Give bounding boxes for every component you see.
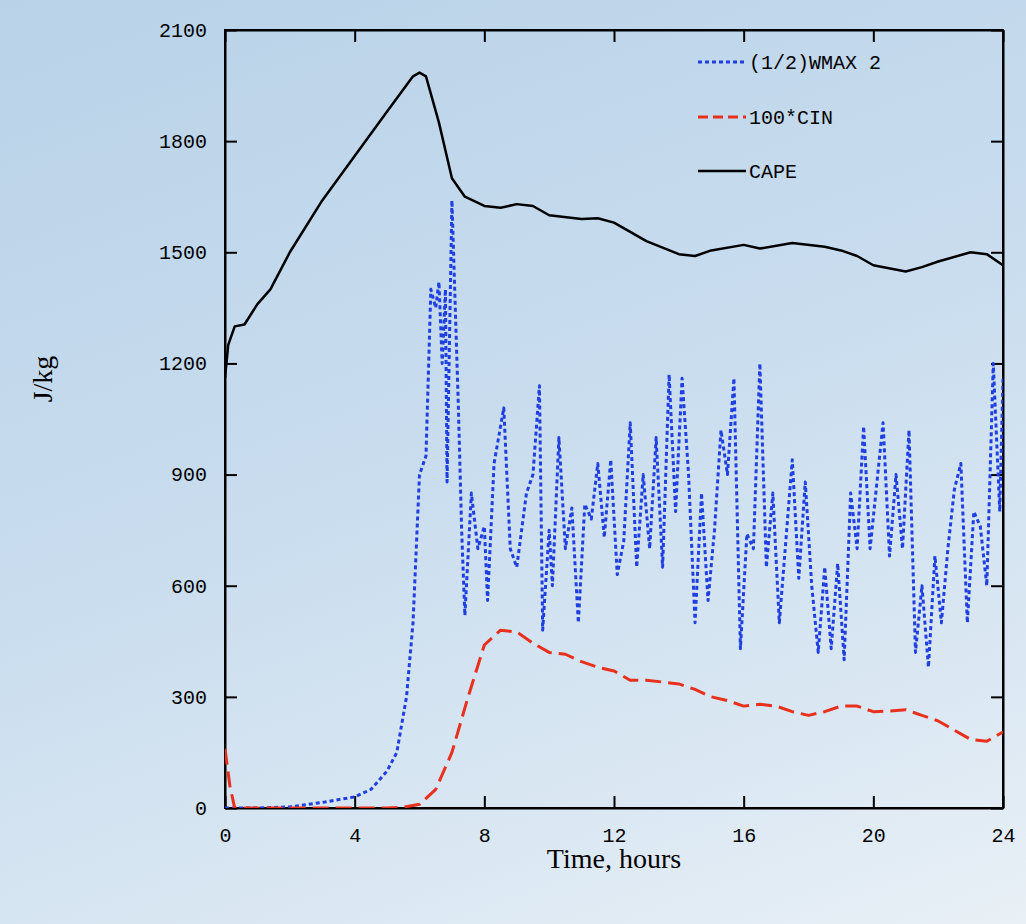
x-top-axis [226, 30, 1004, 42]
plot-frame [225, 30, 1003, 808]
y-tick-label: 1800 [159, 131, 207, 154]
y-tick-label: 1200 [159, 353, 207, 376]
y-tick-mark [225, 696, 237, 698]
legend-label: 100*CIN [749, 107, 833, 130]
y-right-tick [991, 30, 1003, 31]
y-right-axis-line [1003, 31, 1005, 809]
y-axis: 0 300 600 900 1200 1500 1800 2100 [159, 20, 237, 821]
legend-swatch [698, 61, 746, 64]
y-tick-label: 1500 [159, 242, 207, 265]
y-right-tick-mark [991, 252, 1003, 254]
x-top-tick [355, 30, 356, 42]
x-tick-mark [354, 796, 356, 808]
y-tick-mark [225, 141, 237, 143]
legend-label: (1/2)WMAX 2 [749, 52, 881, 75]
x-top-tick-mark [354, 30, 356, 42]
legend-swatch [698, 170, 746, 173]
x-tick-mark [614, 796, 616, 808]
y-tick: 600 [171, 576, 237, 599]
x-top-tick [484, 30, 485, 42]
x-tick-label: 0 [219, 825, 231, 848]
y-tick-mark [225, 474, 237, 476]
x-top-tick-mark [873, 30, 875, 42]
x-tick-label: 24 [991, 825, 1015, 848]
y-tick-label: 300 [171, 687, 207, 710]
x-tick-label: 8 [479, 825, 491, 848]
y-tick: 1500 [159, 242, 237, 265]
x-tick-mark [743, 796, 745, 808]
y-right-tick [991, 252, 1003, 253]
y-tick-label: 900 [171, 464, 207, 487]
y-tick: 1800 [159, 131, 237, 154]
x-top-tick-mark [484, 30, 486, 42]
y-right-tick-mark [991, 30, 1003, 32]
legend-label: CAPE [749, 161, 797, 184]
x-top-tick-mark [743, 30, 745, 42]
x-tick: 20 [862, 796, 886, 848]
y-tick-mark [225, 30, 237, 32]
y-right-tick-mark [991, 141, 1003, 143]
y-tick-label: 2100 [159, 20, 207, 43]
y-tick-label: 0 [195, 798, 207, 821]
x-tick: 8 [479, 796, 491, 848]
y-tick-mark [225, 252, 237, 254]
y-right-tick [991, 697, 1003, 698]
x-tick-mark [873, 796, 875, 808]
y-tick: 0 [195, 798, 237, 821]
series-line [225, 73, 1003, 379]
legend-swatch [698, 116, 746, 119]
x-tick-label: 4 [349, 825, 361, 848]
x-top-tick-mark [614, 30, 616, 42]
y-tick: 300 [171, 687, 237, 710]
x-tick-label: 16 [732, 825, 756, 848]
x-tick: 16 [732, 796, 756, 848]
y-right-tick-mark [991, 585, 1003, 587]
x-axis: 0 4 8 12 16 20 24 [219, 796, 1015, 848]
x-tick-mark [484, 796, 486, 808]
x-tick: 4 [349, 796, 361, 848]
y-right-tick-mark [991, 808, 1003, 810]
y-tick: 900 [171, 464, 237, 487]
x-top-tick [614, 30, 615, 42]
y-tick: 2100 [159, 20, 237, 43]
x-tick: 12 [602, 796, 626, 848]
y-right-tick-mark [991, 696, 1003, 698]
series-line [225, 630, 1003, 808]
legend: (1/2)WMAX 2 100*CIN CAPE [698, 52, 881, 184]
y-tick-mark [225, 585, 237, 587]
x-axis-title: Time, hours [547, 843, 681, 874]
y-right-tick [991, 141, 1003, 142]
y-right-tick [991, 586, 1003, 587]
x-top-tick [873, 30, 874, 42]
y-axis-line [225, 31, 227, 809]
y-tick-label: 600 [171, 576, 207, 599]
plot-area [225, 73, 1003, 808]
y-axis-title: J/kg [27, 356, 58, 403]
series-line [225, 200, 1003, 808]
x-tick-label: 20 [862, 825, 886, 848]
x-top-tick [744, 30, 745, 42]
y-right-tick [991, 808, 1003, 809]
chart: 0 4 8 12 16 20 24 0 300 600 900 1200 1500 1800 2100 (1/… [0, 0, 1026, 924]
